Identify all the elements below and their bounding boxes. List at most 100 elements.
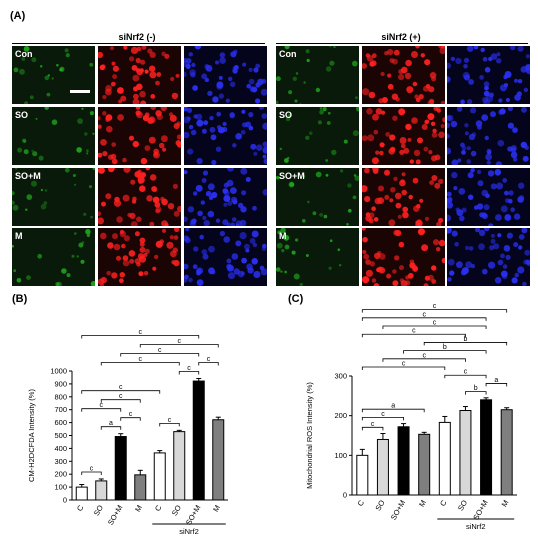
cell [132, 140, 139, 148]
cell [215, 218, 221, 223]
group-line-left [12, 43, 265, 44]
cell-dots [98, 168, 181, 226]
cell [188, 277, 193, 283]
cell [189, 69, 196, 76]
cell [440, 124, 445, 129]
cell [464, 123, 469, 128]
cell [98, 168, 105, 174]
cell [499, 108, 506, 115]
cell [44, 189, 48, 192]
cell [438, 131, 445, 139]
cell [322, 107, 327, 112]
cell [483, 90, 490, 97]
cell [510, 207, 515, 212]
cell [123, 235, 130, 242]
cell [473, 46, 479, 50]
cell [24, 101, 28, 104]
cell [505, 97, 510, 103]
significance-bracket [120, 417, 141, 421]
cell [500, 205, 508, 213]
cell [262, 189, 267, 196]
cell [514, 78, 518, 83]
y-tick-label: 700 [54, 405, 67, 414]
cell [328, 266, 332, 270]
cell [186, 107, 193, 113]
row-label: SO+M [15, 171, 41, 181]
cell [255, 98, 261, 104]
cell [476, 169, 482, 175]
cell-dots [276, 46, 358, 104]
cell [366, 55, 374, 62]
x-tick-label: C [75, 503, 86, 513]
cell [98, 152, 103, 158]
cell [201, 178, 207, 183]
cell [482, 56, 488, 62]
cell [98, 116, 101, 121]
cell [44, 107, 49, 110]
cell [412, 177, 419, 184]
cell [416, 220, 423, 226]
cell [235, 240, 242, 247]
cell [467, 172, 474, 179]
cell [374, 197, 382, 205]
cell [295, 72, 299, 75]
cell [161, 135, 168, 143]
cell [354, 175, 359, 181]
cell [363, 253, 370, 260]
cell [123, 46, 128, 50]
cell [405, 123, 412, 131]
significance-label: c [119, 393, 123, 400]
cell [394, 192, 402, 200]
cell [508, 190, 514, 196]
cell [490, 111, 496, 118]
cell [29, 95, 34, 100]
cell-dots [276, 228, 342, 286]
bar [500, 409, 513, 496]
cell [12, 200, 15, 205]
cell [119, 229, 125, 234]
x-tick-label: C [153, 503, 164, 513]
cell [494, 169, 502, 176]
cell [233, 268, 240, 275]
cell [111, 142, 117, 147]
cell [483, 81, 490, 87]
cell-dots [362, 46, 445, 104]
cell [89, 111, 94, 116]
cell [160, 107, 167, 112]
cell [485, 153, 492, 161]
cell [44, 75, 50, 81]
cell [339, 264, 342, 267]
cell [247, 267, 254, 274]
significance-label: c [90, 465, 94, 472]
cell [438, 178, 444, 185]
significance-label: a [109, 420, 113, 427]
cell [80, 259, 85, 264]
cell [131, 65, 138, 71]
cell [372, 113, 379, 121]
cell-dots [362, 228, 445, 286]
cell [100, 283, 105, 286]
x-tick-label: SO [170, 503, 183, 517]
cell [116, 216, 123, 223]
y-tick-label: 0 [63, 496, 67, 505]
cell [227, 272, 235, 280]
significance-bracket [361, 309, 508, 313]
row-label: Con [279, 49, 297, 59]
cell [236, 133, 242, 140]
cell [256, 144, 263, 151]
cell [230, 222, 235, 226]
cell-dots [447, 168, 525, 226]
cell [129, 56, 135, 62]
cell [40, 188, 43, 192]
cell [133, 93, 139, 100]
cell [329, 46, 332, 48]
y-tick-label: 300 [54, 457, 67, 466]
cell [122, 255, 129, 261]
cell [429, 180, 434, 185]
row-label: SO [279, 110, 293, 120]
cell [392, 269, 397, 274]
cell [134, 258, 141, 265]
cell [293, 273, 300, 280]
cell [483, 204, 490, 211]
cell [141, 172, 146, 178]
